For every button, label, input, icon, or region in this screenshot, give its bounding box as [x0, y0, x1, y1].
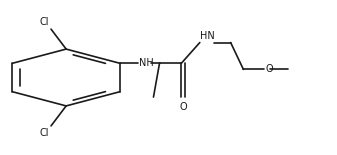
- Text: O: O: [179, 102, 187, 112]
- Text: O: O: [266, 64, 274, 74]
- Text: Cl: Cl: [40, 128, 49, 138]
- Text: Cl: Cl: [40, 17, 49, 27]
- Text: HN: HN: [201, 31, 215, 41]
- Text: NH: NH: [139, 58, 154, 68]
